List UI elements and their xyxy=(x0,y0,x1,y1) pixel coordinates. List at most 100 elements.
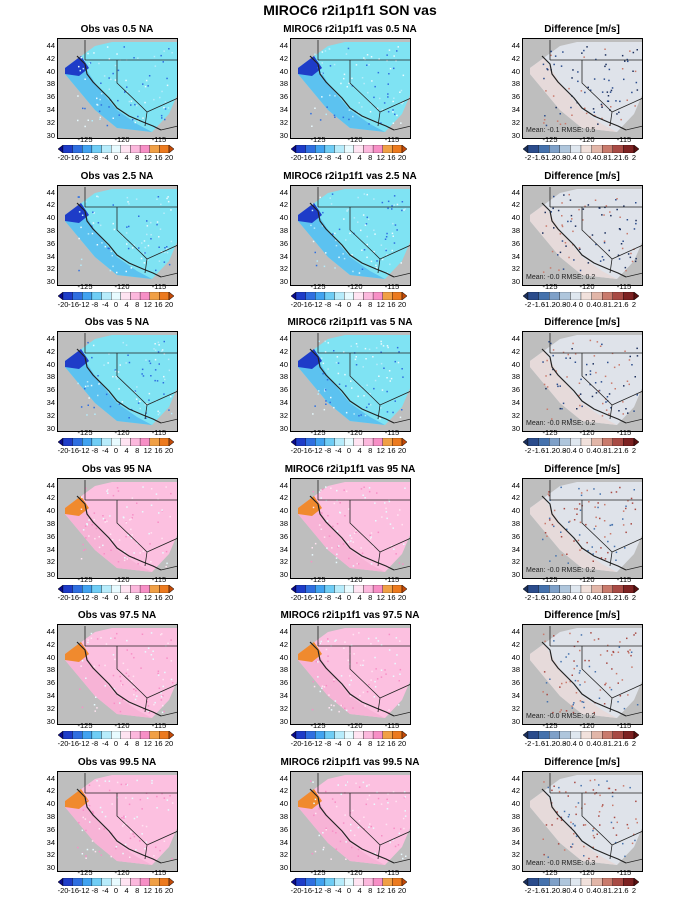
colorbar-bin xyxy=(559,438,571,446)
grid-cell xyxy=(343,351,345,353)
grid-cell xyxy=(124,90,126,93)
grid-cell xyxy=(556,817,559,819)
colorbar-tick-label: -0.4 xyxy=(563,153,577,162)
grid-cell xyxy=(102,514,104,516)
grid-cell xyxy=(560,531,562,533)
grid-cell xyxy=(580,90,583,92)
difference-map-panel xyxy=(522,38,643,139)
grid-cell xyxy=(108,88,111,90)
grid-cell xyxy=(580,378,582,381)
grid-cell xyxy=(161,792,163,794)
grid-cell xyxy=(343,647,345,649)
grid-cell xyxy=(606,100,609,102)
grid-cell xyxy=(388,73,390,75)
grid-cell xyxy=(139,798,142,800)
grid-cell xyxy=(339,501,341,503)
lat-tick-label: 36 xyxy=(511,238,520,248)
grid-cell xyxy=(147,647,150,649)
grid-cell xyxy=(125,231,128,234)
grid-cell xyxy=(548,341,550,343)
grid-cell xyxy=(151,781,153,784)
colorbar-max-arrow xyxy=(633,584,639,593)
grid-cell xyxy=(545,823,548,826)
colorbar-tick-label: 0 xyxy=(113,446,119,455)
grid-cell xyxy=(559,123,562,125)
grid-cell xyxy=(542,538,544,540)
colorbar-tick-label: -1.2 xyxy=(542,739,556,748)
colorbar-bin xyxy=(91,877,102,886)
colorbar-tick-label: -2 xyxy=(524,299,532,309)
grid-cell xyxy=(312,413,314,415)
grid-cell xyxy=(373,250,375,252)
grid-cell xyxy=(80,495,83,498)
grid-cell xyxy=(319,642,321,645)
lat-tick-label: 42 xyxy=(279,493,288,503)
grid-cell xyxy=(82,543,84,545)
grid-cell xyxy=(626,637,628,640)
colorbar-bin xyxy=(559,145,571,153)
state-border xyxy=(317,772,411,863)
grid-cell xyxy=(355,343,358,345)
grid-cell xyxy=(583,49,585,52)
grid-cell xyxy=(89,62,92,64)
colorbar-tick-label: 1.2 xyxy=(607,885,619,895)
colorbar-tick-label: 1.6 xyxy=(618,153,629,162)
grid-cell xyxy=(600,381,603,383)
grid-cell xyxy=(381,389,384,391)
lat-tick-label: 36 xyxy=(46,238,55,248)
grid-cell xyxy=(84,385,87,388)
coastline xyxy=(541,202,627,278)
colorbar-tick-label: 4 xyxy=(124,739,129,748)
grid-cell xyxy=(404,207,406,210)
state-border xyxy=(84,40,178,131)
grid-cell xyxy=(112,375,114,378)
colorbar-bin xyxy=(72,145,83,153)
lat-tick-label: 36 xyxy=(279,531,288,541)
grid-cell xyxy=(616,821,618,823)
grid-cell xyxy=(545,224,548,227)
grid-cell xyxy=(324,50,327,52)
obs-panel-title: Obs vas 97.5 NA xyxy=(77,610,157,621)
grid-cell xyxy=(118,403,121,405)
lat-tick-label: 36 xyxy=(46,678,55,688)
panel-frame xyxy=(290,38,411,139)
grid-cell xyxy=(572,822,574,825)
grid-cell xyxy=(362,659,365,662)
grid-cell xyxy=(118,114,120,116)
colorbar-tick-label: 4 xyxy=(357,885,362,895)
grid-cell xyxy=(337,783,339,786)
grid-cell xyxy=(90,632,93,635)
grid-cell xyxy=(380,407,382,409)
grid-cell xyxy=(86,381,89,383)
grid-cell xyxy=(158,687,161,689)
grid-cell xyxy=(330,487,332,489)
grid-cell xyxy=(373,387,375,390)
state-border xyxy=(549,333,643,424)
grid-cell xyxy=(340,82,342,85)
grid-cell xyxy=(577,640,579,643)
lat-tick-label: 32 xyxy=(46,703,55,713)
colorbar-tick-label: 20 xyxy=(164,299,174,309)
grid-cell xyxy=(157,498,159,500)
model-map-panel xyxy=(290,184,411,286)
grid-cell xyxy=(323,846,325,848)
grid-cell xyxy=(354,358,357,361)
grid-cell xyxy=(129,856,131,858)
grid-cell xyxy=(556,383,559,386)
grid-cell xyxy=(396,654,398,656)
grid-cell xyxy=(576,665,578,667)
grid-cell xyxy=(340,675,343,677)
grid-cell xyxy=(161,350,163,352)
grid-cell xyxy=(380,122,382,124)
grid-cell xyxy=(321,62,323,64)
grid-cell xyxy=(581,52,583,54)
grid-cell xyxy=(364,223,367,226)
grid-cell xyxy=(575,835,578,837)
grid-cell xyxy=(601,343,603,346)
coastline xyxy=(309,348,395,424)
grid-cell xyxy=(162,695,164,697)
grid-cell xyxy=(604,231,606,234)
grid-cell xyxy=(369,537,372,539)
grid-cell xyxy=(334,95,336,97)
lat-tick-label: 34 xyxy=(511,691,520,700)
